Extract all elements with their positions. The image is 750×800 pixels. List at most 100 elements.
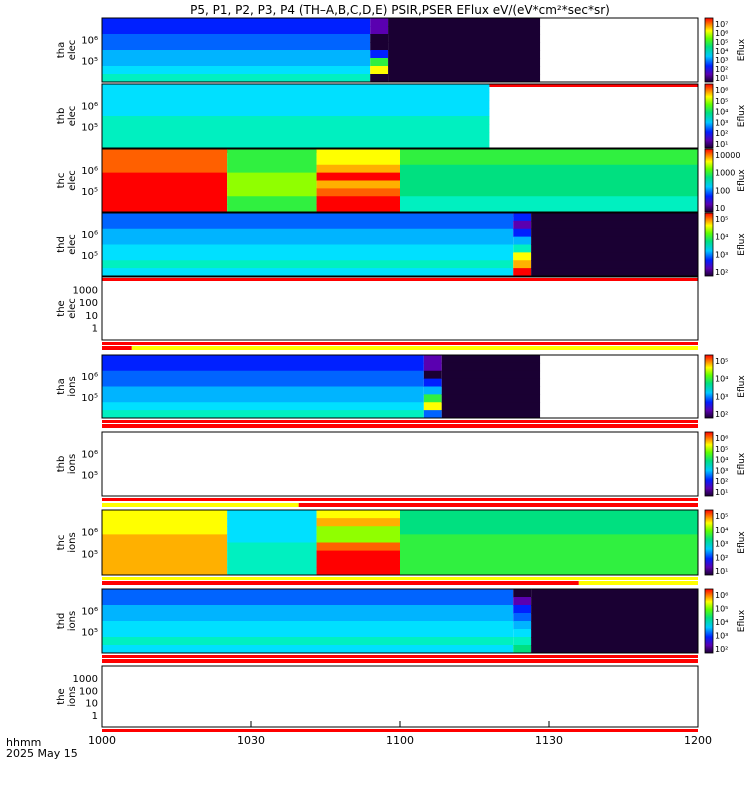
colorbar-tick-label: 10⁴ (715, 526, 728, 535)
colorbar-label: Eflux (737, 169, 747, 192)
x-tick-label: 1200 (684, 734, 712, 747)
spectrogram-cell (531, 629, 698, 638)
spectrogram-cell (227, 156, 317, 166)
colorbar-label: Eflux (737, 38, 747, 61)
colorbar-tick-label: 10³ (715, 466, 728, 475)
colorbar-tick-label: 10⁴ (715, 375, 728, 384)
y-axis-label-species: ions (67, 454, 78, 474)
colorbar-tick-label: 10³ (715, 250, 728, 259)
colorbar-tick-label: 10² (715, 65, 728, 74)
y-axis-label-species: ions (67, 376, 78, 396)
spectrogram-cell (316, 164, 400, 174)
colorbar-tick-label: 10⁴ (715, 456, 728, 465)
spectrogram-cell (423, 362, 442, 372)
spectrogram-cell (370, 58, 389, 67)
x-tick-label: 1000 (88, 734, 116, 747)
spectrogram-cell (531, 220, 698, 230)
y-axis-label-probe: tha (56, 42, 67, 58)
panel-thc-elec: 10⁶ 10⁵ thc elec 10000 1000 100 10 Eflux (56, 148, 747, 217)
y-tick-label: 10⁵ (81, 187, 98, 198)
spectrogram-cell (102, 108, 490, 117)
spectrogram-cell (102, 42, 371, 51)
panel-frame (101, 509, 699, 576)
spectrogram-cell (102, 156, 228, 166)
spectrogram-cell (102, 252, 514, 261)
spectrogram-cell (316, 550, 400, 560)
spectrogram-cell (370, 26, 389, 35)
colorbar-tick-label: 10⁵ (715, 38, 728, 47)
spectrogram-cell (102, 268, 514, 277)
colorbar (704, 17, 714, 83)
colorbar-tick-label: 10³ (715, 392, 728, 401)
flag-bar (102, 424, 698, 428)
spectrogram-cell (400, 534, 698, 543)
colorbar-tick-label: 100 (715, 186, 730, 195)
y-tick-label: 1 (92, 711, 98, 722)
spectrogram-cell (513, 236, 532, 245)
colorbar-tick-label: 1000 (715, 169, 735, 178)
y-tick-label: 10 (85, 311, 98, 322)
colorbar-tick-label: 10⁵ (715, 97, 728, 106)
y-axis-label-probe: thb (56, 456, 67, 473)
spectrogram-cell (400, 566, 698, 576)
spectrogram-cell (400, 180, 698, 189)
spectrogram-cell (227, 518, 317, 527)
spectrogram-cell (102, 362, 424, 372)
spectrogram-cell (102, 74, 371, 83)
flag-bar (102, 346, 132, 350)
colorbar-tick-label: 10⁵ (715, 605, 728, 614)
spectrogram-cell (227, 164, 317, 174)
spectrogram-cell (102, 550, 228, 560)
colorbar-tick-label: 10¹ (715, 140, 728, 149)
y-tick-label: 10⁵ (81, 251, 98, 262)
colorbar-tick-label: 10 (715, 204, 725, 213)
y-axis-label-species: ions (67, 686, 78, 706)
flag-bar (102, 659, 698, 663)
y-axis-label-species: elec (67, 40, 78, 61)
y-axis-label-probe: thd (56, 613, 67, 630)
spectrogram-cell (102, 196, 228, 205)
spectrogram-cell (102, 526, 228, 535)
spectrogram-cell (102, 58, 371, 67)
spectrogram-cell (400, 188, 698, 197)
spectrogram-cell (441, 386, 541, 395)
y-axis-label-species: elec (67, 106, 78, 127)
spectrogram-cell (531, 645, 698, 654)
spectrogram-cell (531, 236, 698, 245)
colorbar-tick-label: 10⁵ (715, 215, 728, 224)
spectrogram-cell (441, 402, 541, 411)
spectrogram-cell (102, 18, 371, 27)
x-axis: 1000 1030 1100 1130 1200 (88, 721, 712, 747)
spectrogram-cell (513, 597, 532, 606)
spectrogram-cell (400, 196, 698, 205)
spectrogram-cell (102, 534, 228, 543)
spectrogram-cell (370, 50, 389, 59)
x-label-hhmm: hhmm (6, 736, 41, 749)
y-axis-label-probe: thb (56, 108, 67, 125)
spectrogram-cell (388, 42, 541, 51)
colorbar-tick-label: 10⁴ (715, 618, 728, 627)
spectrogram-cell (531, 589, 698, 598)
panel-frame (101, 148, 699, 213)
colorbar-label: Eflux (737, 609, 747, 632)
colorbar-label: Eflux (737, 375, 747, 398)
spectrogram-cell (316, 510, 400, 519)
spectrogram-cell (102, 92, 490, 101)
colorbar-tick-label: 10⁶ (715, 591, 728, 600)
spectrogram-cell (441, 362, 541, 372)
spectrogram-cell (513, 213, 532, 222)
spectrogram-cell (316, 558, 400, 568)
spectrogram-cell (513, 244, 532, 253)
colorbar-label: Eflux (737, 233, 747, 256)
spectrogram-cell (531, 268, 698, 277)
spectrogram-cell (102, 236, 514, 245)
y-tick-label: 10⁶ (81, 101, 98, 112)
flag-bar (298, 503, 698, 507)
